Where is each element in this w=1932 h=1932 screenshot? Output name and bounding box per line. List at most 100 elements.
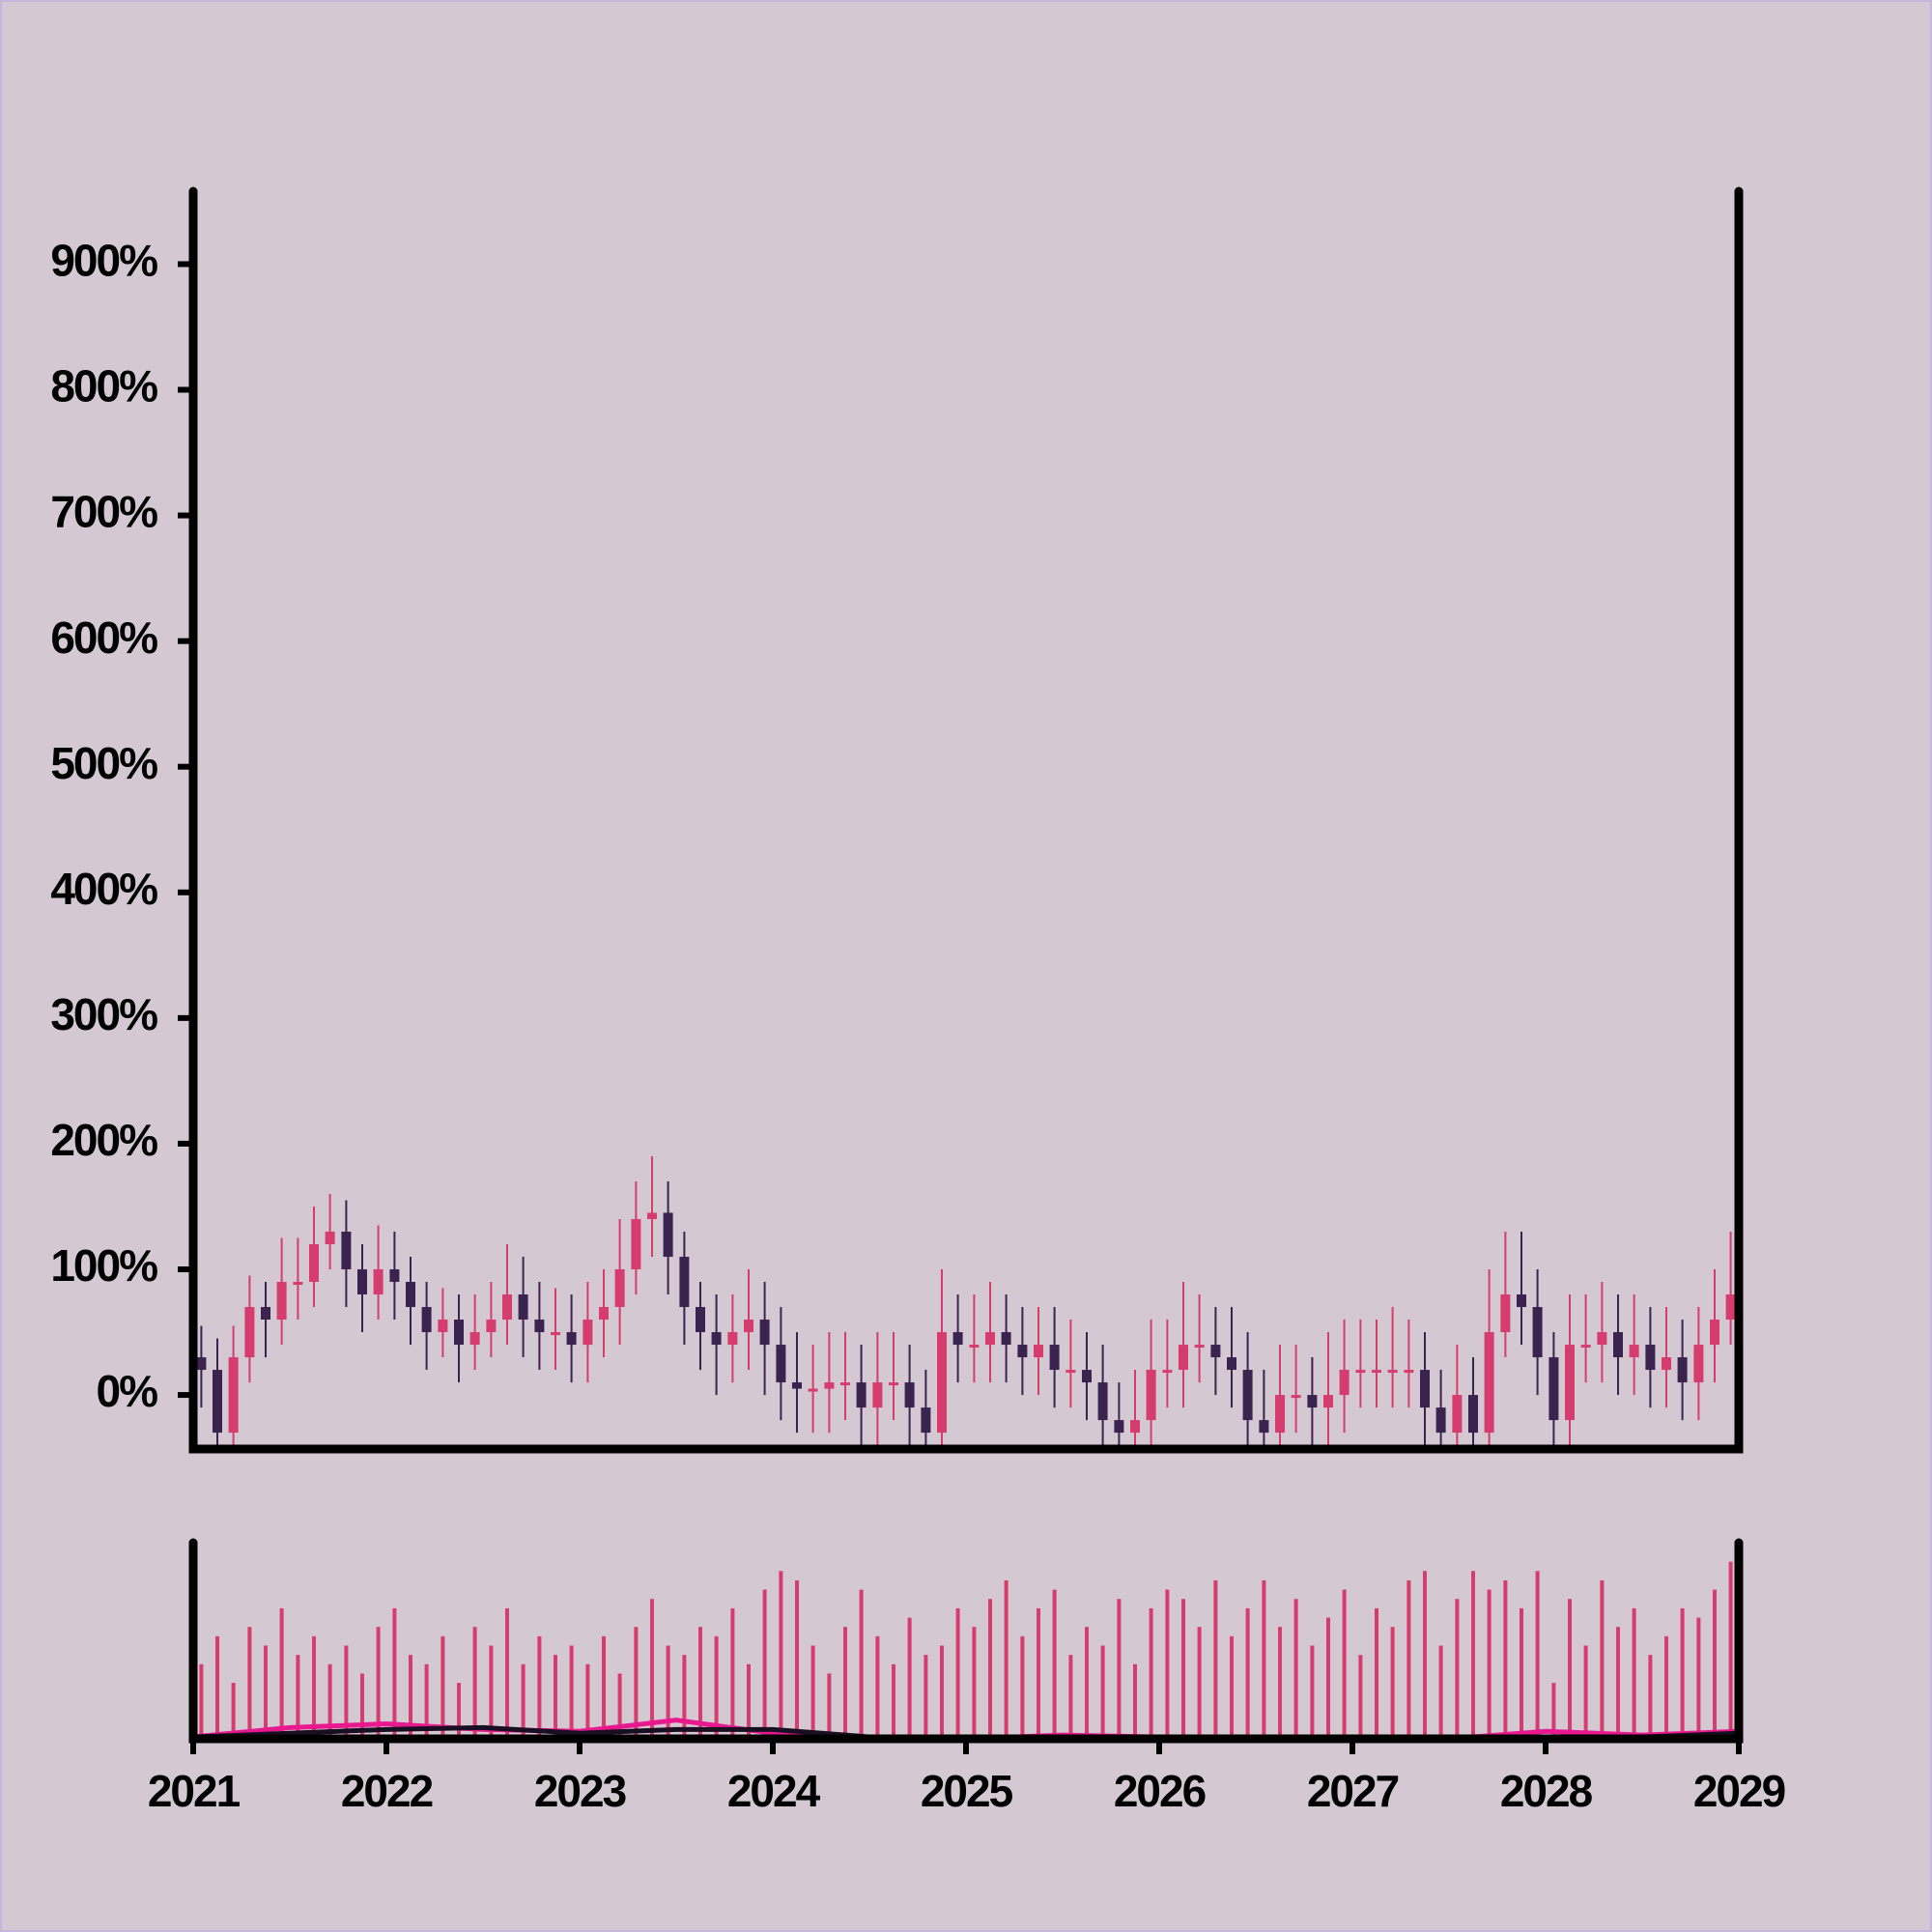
volume-bar xyxy=(360,1673,364,1739)
candle-body xyxy=(1613,1332,1623,1358)
volume-bar xyxy=(424,1663,429,1739)
volume-bar xyxy=(1358,1655,1363,1739)
volume-bar xyxy=(1197,1627,1202,1739)
volume-bar xyxy=(409,1655,412,1739)
volume-bar xyxy=(231,1683,236,1739)
volume-bar xyxy=(1004,1579,1009,1739)
volume-bar xyxy=(955,1607,960,1739)
candle-body xyxy=(469,1332,480,1346)
candle-body xyxy=(1146,1370,1156,1421)
volume-bar xyxy=(682,1655,687,1739)
volume-bar xyxy=(1020,1635,1025,1739)
candle-body xyxy=(1307,1395,1318,1408)
candle-body xyxy=(1034,1345,1043,1358)
y-tick-label: 500% xyxy=(50,738,157,788)
y-tick-label: 200% xyxy=(50,1115,157,1165)
candle-body xyxy=(438,1320,448,1333)
candle-body xyxy=(1082,1370,1092,1383)
volume-bar xyxy=(296,1655,300,1739)
x-tick-label: 2024 xyxy=(727,1766,821,1816)
candle-body xyxy=(357,1269,367,1295)
volume-bar xyxy=(554,1655,557,1739)
volume-bar xyxy=(1390,1627,1395,1739)
volume-bar xyxy=(843,1627,847,1739)
volume-bar xyxy=(762,1589,767,1739)
volume-bar xyxy=(1520,1607,1523,1739)
candle-body xyxy=(454,1320,464,1346)
price-spines xyxy=(188,186,1744,1454)
x-tick-label: 2025 xyxy=(921,1766,1013,1816)
candle-body xyxy=(1114,1420,1124,1434)
volume-bar xyxy=(1680,1607,1685,1739)
candle-body xyxy=(921,1407,931,1434)
volume-bar xyxy=(1471,1571,1475,1739)
candle-body xyxy=(759,1320,770,1346)
volume-bar xyxy=(1149,1607,1153,1739)
candle-body xyxy=(406,1282,415,1308)
volume-bar xyxy=(264,1645,268,1739)
price-plot xyxy=(196,1155,1736,1449)
candle-body xyxy=(727,1332,738,1346)
candle-body xyxy=(1597,1332,1607,1346)
volume-bar xyxy=(1278,1627,1282,1739)
candle-body xyxy=(1435,1407,1446,1434)
candle-body xyxy=(1662,1357,1671,1371)
candle-body xyxy=(1210,1345,1221,1358)
candle-body xyxy=(1693,1345,1704,1383)
candle-body xyxy=(566,1332,577,1346)
candle-body xyxy=(647,1212,657,1219)
volume-bar xyxy=(795,1579,799,1739)
candle-body xyxy=(534,1320,545,1333)
volume-bar xyxy=(779,1571,783,1739)
volume-line xyxy=(193,1724,1739,1739)
candle-body xyxy=(389,1269,400,1283)
candle-body xyxy=(213,1370,222,1434)
candle-body xyxy=(1162,1370,1173,1374)
candle-body xyxy=(663,1212,673,1257)
volume-bar xyxy=(537,1635,542,1739)
candle-body xyxy=(711,1332,722,1346)
volume-bar xyxy=(1696,1617,1701,1739)
volume-bar xyxy=(1438,1645,1443,1739)
volume-bar xyxy=(312,1635,316,1739)
volume-bar xyxy=(666,1645,670,1739)
candle-body xyxy=(969,1345,980,1349)
x-tick-label: 2029 xyxy=(1693,1766,1785,1816)
candle-body xyxy=(599,1307,609,1321)
volume-bar xyxy=(489,1645,494,1739)
candle-body xyxy=(856,1382,867,1408)
volume-bar xyxy=(521,1663,526,1739)
candle-body xyxy=(518,1294,528,1321)
candle-body xyxy=(679,1256,690,1308)
volume-bar xyxy=(1616,1627,1620,1739)
volume-bar xyxy=(1100,1645,1105,1739)
candle-body xyxy=(1339,1370,1350,1396)
volume-bar xyxy=(634,1627,639,1739)
volume-bar xyxy=(602,1635,606,1739)
candle-body xyxy=(244,1307,255,1358)
axes: 0% 100% 200% 300% 400% 500% 600% 700% 800% 900% 20… xyxy=(50,186,1787,1816)
candle-body xyxy=(373,1269,384,1295)
candle-body xyxy=(1179,1345,1188,1371)
x-tick-label: 2021 xyxy=(148,1766,241,1816)
candle-body xyxy=(1355,1370,1366,1374)
y-tick-label: 900% xyxy=(50,236,157,286)
volume-bar xyxy=(392,1607,397,1739)
volume-bar xyxy=(1375,1607,1378,1739)
x-tick-label: 2026 xyxy=(1114,1766,1206,1816)
candle-body xyxy=(293,1282,303,1286)
candle-body xyxy=(1580,1345,1591,1349)
candle-body xyxy=(1629,1345,1639,1358)
candle-body xyxy=(1323,1395,1333,1408)
candle-body xyxy=(1097,1382,1108,1421)
volume-bar xyxy=(1713,1589,1717,1739)
candle-body xyxy=(1677,1357,1688,1383)
volume-bar xyxy=(650,1599,654,1739)
volume-bar xyxy=(1535,1571,1540,1739)
candle-body xyxy=(1500,1294,1511,1333)
candle-body xyxy=(421,1307,432,1333)
candle-body xyxy=(486,1320,497,1333)
volume-bar xyxy=(1728,1561,1733,1739)
